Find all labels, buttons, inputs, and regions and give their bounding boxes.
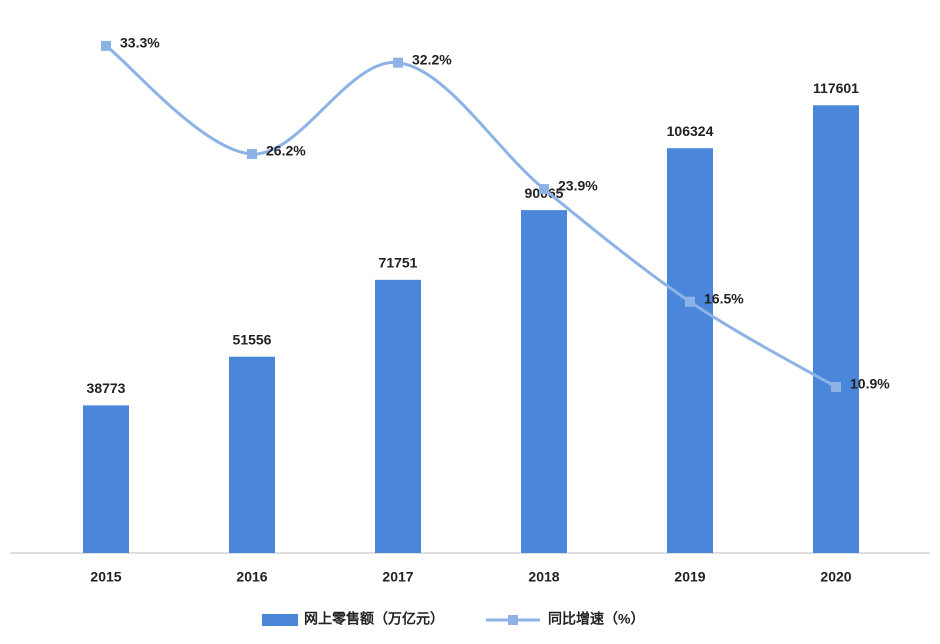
line-value-label: 26.2% <box>266 143 306 159</box>
line-marker <box>539 184 549 195</box>
line-value-label: 16.5% <box>704 290 744 306</box>
line-marker <box>247 149 257 160</box>
line-value-label: 10.9% <box>850 376 890 392</box>
bar <box>83 405 129 553</box>
line-marker <box>685 296 695 307</box>
bar-value-label: 117601 <box>813 80 859 96</box>
bar <box>813 105 859 554</box>
bar-value-label: 71751 <box>379 255 418 271</box>
x-tick-label: 2015 <box>90 569 121 585</box>
line <box>105 44 837 389</box>
x-tick-label: 2019 <box>674 569 705 585</box>
x-tick-label: 2017 <box>382 569 413 585</box>
bar-value-label: 106324 <box>667 123 714 139</box>
bar-value-label: 51556 <box>233 331 272 347</box>
legend-label: 同比增速（%） <box>548 611 644 627</box>
line-value-label: 23.9% <box>558 178 598 194</box>
line-marker <box>831 382 841 393</box>
legend-swatch-marker <box>508 615 518 625</box>
x-tick-label: 2016 <box>236 569 267 585</box>
line-marker <box>393 57 403 68</box>
bar-value-label: 38773 <box>87 380 126 396</box>
legend-swatch <box>262 614 298 626</box>
x-tick-label: 2018 <box>528 569 559 585</box>
bar <box>229 356 275 553</box>
line-value-label: 33.3% <box>120 35 160 51</box>
legend-label: 网上零售额（万亿元） <box>304 611 444 627</box>
bar <box>667 148 713 553</box>
line-marker <box>101 40 111 51</box>
line-value-label: 32.2% <box>412 51 452 67</box>
bar <box>521 210 567 553</box>
bar <box>375 279 421 553</box>
x-tick-label: 2020 <box>820 569 851 585</box>
